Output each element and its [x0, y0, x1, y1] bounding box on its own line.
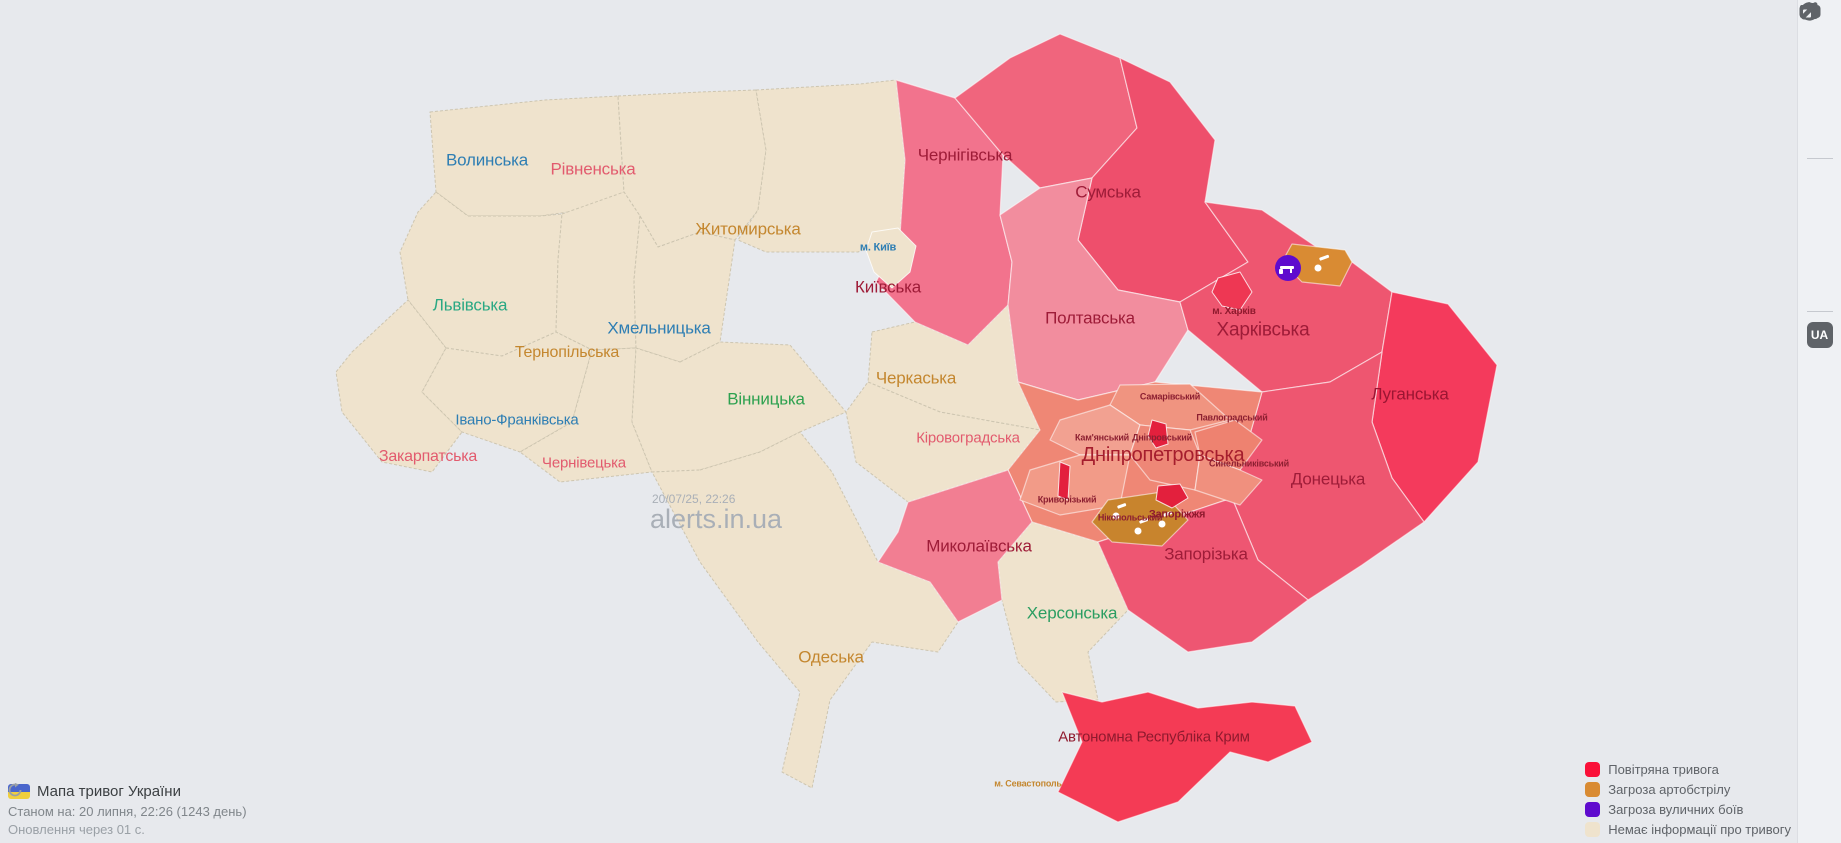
region-label-volynska: Волинська [445, 150, 529, 170]
region-kirovohradska[interactable] [845, 381, 1041, 503]
radio-icon[interactable] [1801, 3, 1834, 78]
region-label-dnipropetrovska: Дніпропетровська [1081, 444, 1245, 466]
region-label-chernivetska: Чернівецька [542, 454, 626, 472]
legend-item-street-fight: Загроза вуличних боїв [1585, 802, 1791, 817]
city-zaporizhzhia-blob[interactable] [1155, 483, 1189, 509]
region-label-sumska: Сумська [1075, 182, 1141, 202]
region-label-poltavska: Полтавська [1045, 308, 1135, 328]
ukraine-flag-icon [8, 784, 30, 799]
legend-swatch-no-info [1585, 822, 1601, 837]
sidebar-divider [1806, 158, 1833, 159]
map-update-line: Оновлення через 01 с. [8, 822, 145, 837]
region-label-luhanska: Луганська [1371, 384, 1449, 404]
raion-label-synelnykivskyi: Синельниківський [1209, 458, 1289, 469]
region-label-kyivska: Київська [855, 277, 921, 297]
language-ua-button[interactable]: UA [1806, 322, 1833, 348]
region-label-odeska: Одеська [798, 647, 864, 667]
fullscreen-icon[interactable] [1800, 2, 1834, 265]
map-info-block: Мапа тривог України Станом на: 20 липня,… [8, 783, 247, 837]
raion-pavlohradskyi[interactable] [1194, 419, 1263, 471]
region-chernivetska[interactable] [519, 347, 653, 483]
legend-item-artillery: Загроза артобстрілу [1585, 782, 1791, 797]
legend-swatch-artillery [1585, 782, 1601, 797]
region-kharkivska[interactable] [1179, 201, 1393, 393]
artillery-icon [1112, 503, 1127, 520]
artillery-icon [1134, 518, 1149, 535]
region-label-chernihivska: Чернігівська [917, 145, 1013, 165]
raion-label-dniprovskyi: Дніпровський [1132, 432, 1192, 443]
region-label-khmelnytska: Хмельницька [607, 318, 711, 338]
region-mykolaivska[interactable] [877, 469, 1033, 623]
route-icon[interactable] [1801, 2, 1834, 112]
region-label-zakarpatska: Закарпатська [378, 448, 478, 465]
toolbar-sidebar: UA [1797, 0, 1841, 843]
region-zhytomyrska[interactable] [737, 79, 906, 253]
watermark-site: alerts.in.ua [650, 504, 783, 534]
city-kryvyi-rih-blob[interactable] [1057, 461, 1071, 501]
region-label-krym: Автономна Республіка Крим [1058, 728, 1250, 746]
city-label-zaporizhzhia: Запоріжжя [1148, 508, 1206, 521]
legend-item-no-info: Немає інформації про тривогу [1585, 822, 1791, 837]
region-label-rivnenska: Рівненська [550, 159, 636, 179]
region-label-vinnytska: Вінницька [727, 389, 805, 409]
city-label-kyiv: м. Київ [859, 241, 897, 254]
sidebar-divider [1806, 311, 1833, 312]
refresh-icon[interactable] [8, 783, 22, 797]
city-dnipro-blob[interactable] [1147, 419, 1169, 449]
city-kyiv-blob[interactable] [865, 227, 917, 289]
region-label-mykolaivska: Миколаївська [926, 536, 1032, 556]
raion-label-samarivskyi: Самарівський [1139, 391, 1201, 402]
street-fight-icon[interactable] [1275, 255, 1301, 281]
legend-swatch-street-fight [1585, 802, 1601, 817]
legend-item-air-alert: Повітряна тривога [1585, 762, 1791, 777]
region-label-cherkaska: Черкаська [875, 368, 957, 388]
screenshot-camera-icon[interactable] [1800, 3, 1834, 231]
dark-mode-moon-icon[interactable] [1800, 2, 1834, 197]
region-label-zhytomyrska: Житомирська [695, 219, 801, 239]
map-status-line: Станом на: 20 липня, 22:26 (1243 день) [8, 804, 247, 819]
region-label-lvivska: Львівська [432, 295, 508, 315]
city-label-sevastopol: м. Севастополь [994, 778, 1062, 789]
region-label-zaporizka: Запорізька [1164, 544, 1248, 564]
watermark-datetime: 20/07/25, 22:26 [652, 492, 736, 506]
raion-label-kamianskyi: Кам'янський [1074, 432, 1130, 443]
region-label-kharkivska: Харківська [1216, 319, 1310, 341]
region-zakarpatska[interactable] [335, 299, 463, 473]
raion-synelnykivskyi[interactable] [1194, 454, 1263, 506]
region-odeska[interactable] [651, 431, 959, 789]
youtube-icon[interactable] [1799, 5, 1834, 146]
region-khmelnytska[interactable] [633, 215, 736, 363]
region-krym[interactable] [1057, 691, 1313, 823]
raion-label-pavlohradskyi: Павлоградський [1196, 412, 1268, 423]
copy-icon[interactable] [1801, 3, 1834, 299]
city-kharkiv-blob[interactable] [1211, 271, 1253, 311]
legend-swatch-air-alert [1585, 762, 1601, 777]
region-label-ternopilska: Тернопільська [514, 344, 620, 361]
artillery-icon [1314, 254, 1330, 272]
artillery-icon [1158, 511, 1173, 528]
region-label-kirovohradska: Кіровоградська [916, 429, 1020, 447]
raion-label-nikopolskyi: Нікопольський [1097, 512, 1163, 523]
region-label-ivano-frankivska: Івано-Франківська [455, 411, 579, 429]
region-label-khersonska: Херсонська [1026, 603, 1118, 623]
city-label-kharkiv: м. Харків [1212, 306, 1256, 317]
edit-pencil-icon[interactable] [1802, 2, 1834, 384]
map-title: Мапа тривог України [37, 783, 181, 800]
region-label-donetska: Донецька [1290, 469, 1366, 489]
legend: Повітряна тривога Загроза артобстрілу За… [1585, 762, 1791, 837]
raion-label-kryvorizkyi: Криворізький [1037, 494, 1097, 505]
